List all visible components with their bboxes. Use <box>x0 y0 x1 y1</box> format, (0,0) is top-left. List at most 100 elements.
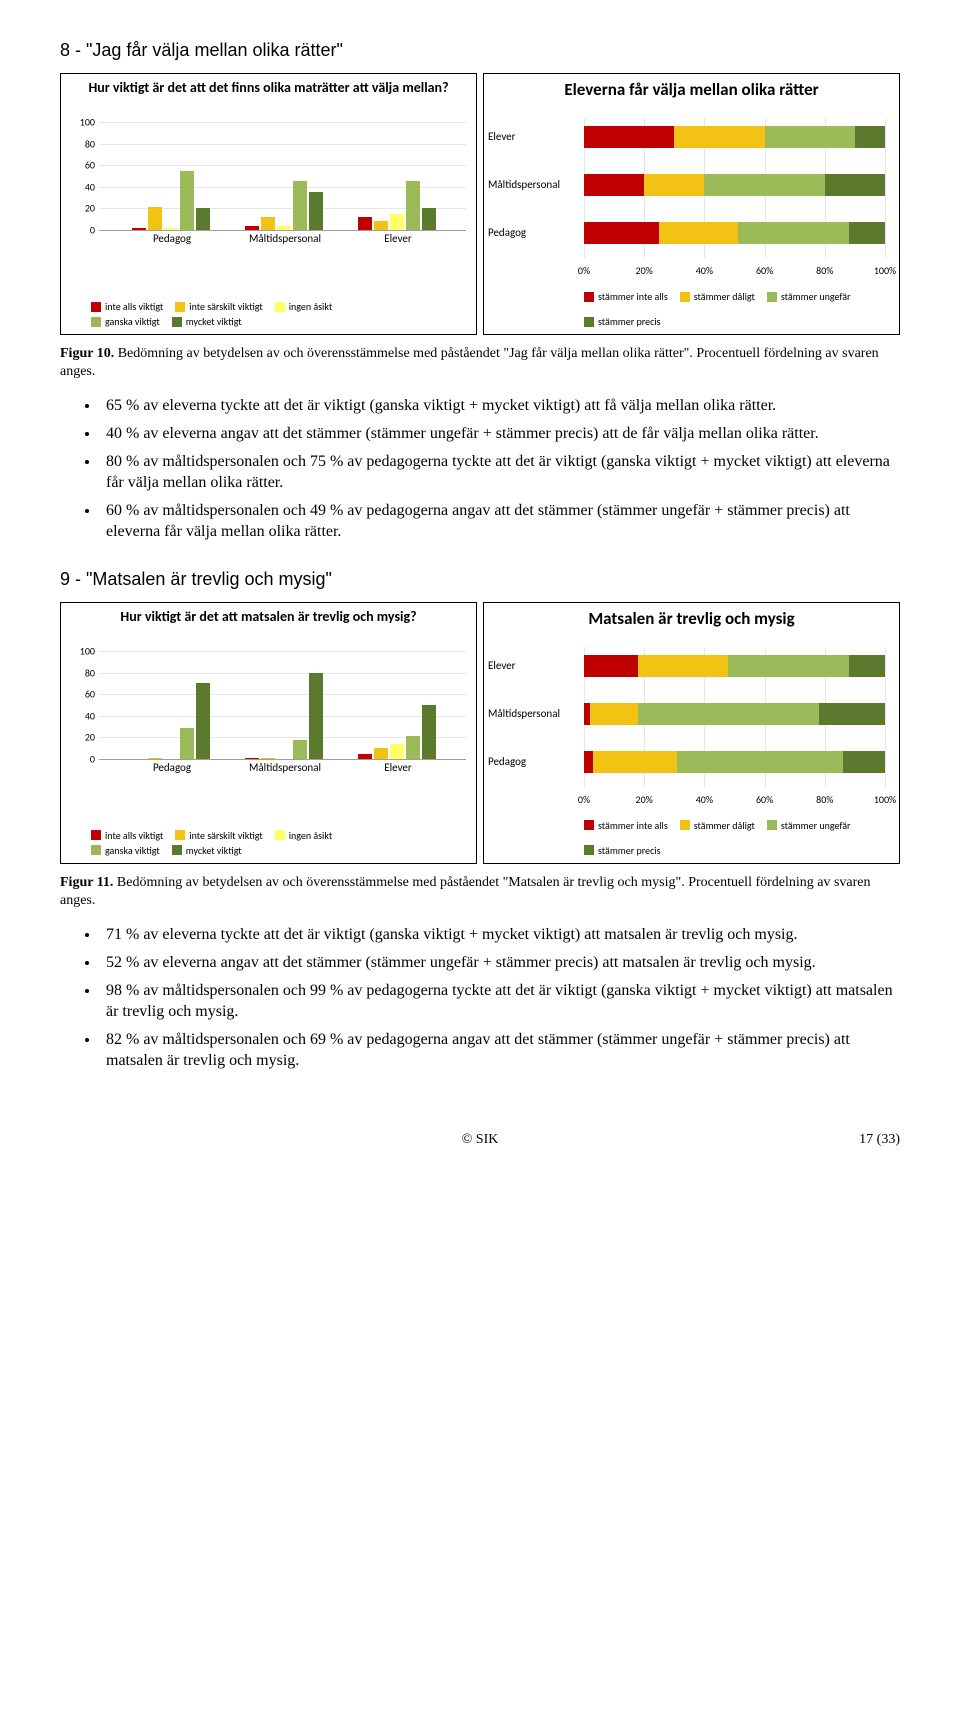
legend-item: ganska viktigt <box>91 315 160 328</box>
x-tick: 60% <box>756 793 773 806</box>
chart-legend: stämmer inte alls stämmer dåligt stämmer u… <box>584 817 889 857</box>
stacked-row: Måltidspersonal <box>584 703 885 725</box>
stacked-segment <box>584 174 644 196</box>
row-label: Elever <box>488 126 578 148</box>
legend-label: ganska viktigt <box>105 844 160 857</box>
legend-item: stämmer inte alls <box>584 819 668 832</box>
footer-center: © SIK <box>462 1132 499 1147</box>
stacked-segment <box>849 655 885 677</box>
x-tick: 40% <box>696 264 713 277</box>
figure-11-caption: Figur 11. Bedömning av betydelsen av och… <box>60 874 900 910</box>
legend-swatch <box>175 830 185 840</box>
y-tick: 20 <box>69 731 95 744</box>
stacked-segment <box>674 126 764 148</box>
stacked-segment <box>728 655 848 677</box>
legend-item: stämmer ungefär <box>767 290 851 303</box>
bar <box>180 171 194 230</box>
legend-item: inte alls viktigt <box>91 300 163 313</box>
footer-page-num: 17 (33) <box>859 1132 900 1148</box>
legend-swatch <box>584 820 594 830</box>
y-tick: 100 <box>69 644 95 657</box>
legend-label: inte alls viktigt <box>105 300 163 313</box>
y-tick: 100 <box>69 116 95 129</box>
bar <box>164 228 178 230</box>
legend-label: mycket viktigt <box>186 844 242 857</box>
category-label: Måltidspersonal <box>249 761 321 774</box>
legend-swatch <box>275 830 285 840</box>
bar <box>132 228 146 230</box>
legend-item: stämmer precis <box>584 844 661 857</box>
legend-label: stämmer inte alls <box>598 819 668 832</box>
chart-title: Hur viktigt är det att det finns olika m… <box>61 74 476 98</box>
category-label: Måltidspersonal <box>249 232 321 245</box>
legend-label: ingen åsikt <box>289 829 333 842</box>
legend-item: mycket viktigt <box>172 844 242 857</box>
legend-swatch <box>175 302 185 312</box>
bar <box>293 740 307 759</box>
bar <box>261 217 275 230</box>
stacked-segment <box>843 751 885 773</box>
row-label: Elever <box>488 655 578 677</box>
bar <box>406 181 420 230</box>
bullet-item: 98 % av måltidspersonalen och 99 % av pe… <box>100 980 900 1023</box>
stacked-row: Pedagog <box>584 222 885 244</box>
bar-group <box>132 171 210 230</box>
legend-item: ingen åsikt <box>275 300 333 313</box>
legend-item: stämmer precis <box>584 315 661 328</box>
category-label: Pedagog <box>153 761 191 774</box>
chart-title: Eleverna får välja mellan olika rätter <box>484 74 899 102</box>
bar <box>390 744 404 759</box>
stacked-plot-area: EleverMåltidspersonalPedagog <box>584 118 885 258</box>
legend-item: stämmer inte alls <box>584 290 668 303</box>
stacked-segment <box>819 703 885 725</box>
section-9-heading: 9 - "Matsalen är trevlig och mysig" <box>60 569 900 590</box>
y-tick: 60 <box>69 159 95 172</box>
category-labels: PedagogMåltidspersonalElever <box>99 232 466 248</box>
stacked-segment <box>677 751 843 773</box>
stacked-segment <box>593 751 677 773</box>
legend-label: stämmer precis <box>598 315 661 328</box>
bar <box>374 221 388 230</box>
legend-item: inte särskilt viktigt <box>175 300 262 313</box>
bar-plot-area: 020406080100 <box>99 651 466 760</box>
bullet-item: 82 % av måltidspersonalen och 69 % av pe… <box>100 1029 900 1072</box>
legend-label: mycket viktigt <box>186 315 242 328</box>
stacked-segment <box>765 126 855 148</box>
y-tick: 60 <box>69 688 95 701</box>
legend-swatch <box>767 292 777 302</box>
legend-swatch <box>91 845 101 855</box>
legend-label: stämmer precis <box>598 844 661 857</box>
chart-legend: inte alls viktigtinte särskilt viktigtin… <box>91 827 466 857</box>
section-9-bar-chart: Hur viktigt är det att matsalen är trevl… <box>60 602 477 864</box>
section-8-heading: 8 - "Jag får välja mellan olika rätter" <box>60 40 900 61</box>
legend-swatch <box>584 845 594 855</box>
figure-ref: Figur 11. <box>60 875 113 890</box>
stacked-row: Elever <box>584 126 885 148</box>
section-8-bullets: 65 % av eleverna tyckte att det är vikti… <box>60 395 900 543</box>
chart-legend: inte alls viktigt inte särskilt viktigt in… <box>91 298 466 328</box>
bar <box>390 214 404 230</box>
bar <box>245 226 259 230</box>
bullet-item: 60 % av måltidspersonalen och 49 % av pe… <box>100 500 900 543</box>
x-tick: 40% <box>696 793 713 806</box>
legend-swatch <box>680 292 690 302</box>
stacked-segment <box>584 126 674 148</box>
x-tick: 0% <box>578 264 590 277</box>
stacked-segment <box>590 703 638 725</box>
bar <box>358 754 372 759</box>
section-8-bar-chart: Hur viktigt är det att det finns olika m… <box>60 73 477 335</box>
x-tick: 20% <box>636 793 653 806</box>
legend-swatch <box>172 317 182 327</box>
legend-label: stämmer dåligt <box>694 819 755 832</box>
category-label: Elever <box>384 232 411 245</box>
bar <box>148 207 162 230</box>
category-label: Elever <box>384 761 411 774</box>
stacked-segment <box>825 174 885 196</box>
y-tick: 40 <box>69 180 95 193</box>
stacked-plot-area: EleverMåltidspersonalPedagog <box>584 647 885 787</box>
legend-label: ingen åsikt <box>289 300 333 313</box>
legend-swatch <box>767 820 777 830</box>
legend-item: stämmer ungefär <box>767 819 851 832</box>
row-label: Måltidspersonal <box>488 174 578 196</box>
y-tick: 40 <box>69 709 95 722</box>
